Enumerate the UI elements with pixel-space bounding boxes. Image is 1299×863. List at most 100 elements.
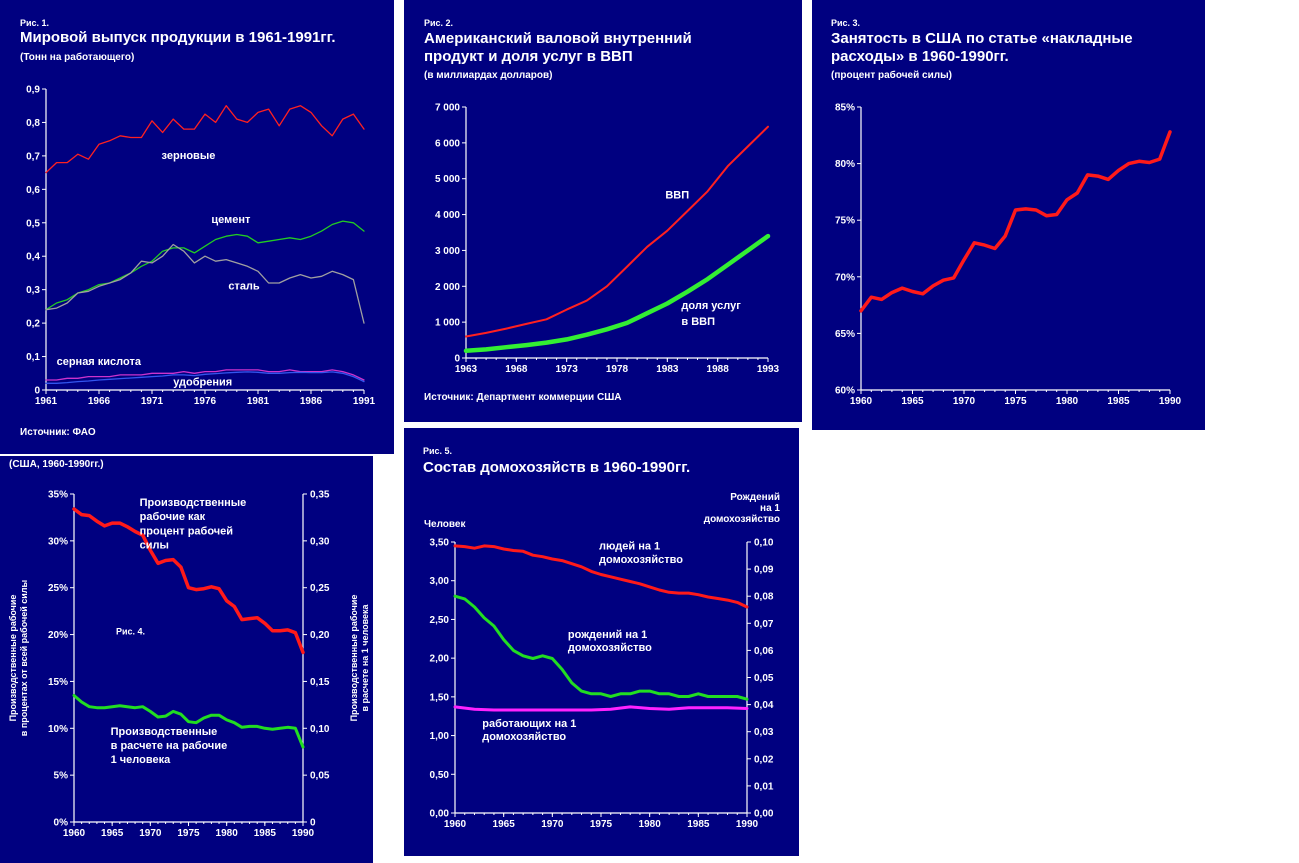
chart-subtitle: (Тонн на работающего) xyxy=(20,52,135,63)
figure-3-overhead-employment: Рис. 3. Занятость в США по статье «накла… xyxy=(812,0,1205,430)
y-tick-label: 0,4 xyxy=(26,252,40,263)
annotation-label: Производственные xyxy=(140,497,247,509)
figure-4-plot: 1960 1965 1970 1975 1980 1985 1990 0% 5% 10% 15% 20… xyxy=(8,490,370,840)
x-tick-label: 1975 xyxy=(590,819,613,830)
x-tick-label: 1985 xyxy=(1107,396,1130,407)
x-tick-label: 1983 xyxy=(656,364,679,375)
annotation-label: 1 человека xyxy=(111,754,171,766)
y2-axis-title: Производственные рабочие xyxy=(349,595,359,722)
y-tick-label: 0,00 xyxy=(430,809,450,820)
annotation-label: сталь xyxy=(228,281,260,293)
y2-tick-label: 0,09 xyxy=(754,565,774,576)
y-tick-label: 0% xyxy=(54,818,69,829)
y2-tick-label: 0,05 xyxy=(310,771,330,782)
x-tick-label: 1990 xyxy=(292,828,315,839)
chart-title: Американский валовой внутренний продукт … xyxy=(424,30,692,65)
x-tick-label: 1985 xyxy=(254,828,277,839)
y-tick-label: 75% xyxy=(835,216,855,227)
y-tick-label: 85% xyxy=(835,103,855,114)
x-tick-label: 1975 xyxy=(177,828,200,839)
y-tick-label: 0,2 xyxy=(26,319,40,330)
x-tick-label: 1978 xyxy=(606,364,629,375)
figure-4-production-workers: (США, 1960-1990гг.) 1960 1965 1970 1975 1980… xyxy=(0,456,373,863)
figure-1-plot: 1961 1966 1971 1976 1981 1986 1991 0 0,1 0,2 0,3 0,… xyxy=(26,85,376,408)
y-tick-label: 60% xyxy=(835,386,855,397)
y-tick-label: 4 000 xyxy=(435,210,460,221)
figure-label: Рис. 1. xyxy=(20,18,50,28)
annotation-label: домохозяйство xyxy=(599,554,683,566)
y-tick-label: 3,00 xyxy=(430,576,450,587)
chart-subtitle: (в миллиардах долларов) xyxy=(424,70,553,81)
series-line-2 xyxy=(463,233,771,354)
y2-tick-label: 0,05 xyxy=(754,673,774,684)
x-tick-label: 1970 xyxy=(953,396,976,407)
y-tick-label: 0 xyxy=(34,386,40,397)
y2-axis-title: на 1 xyxy=(760,503,780,514)
series-line-2 xyxy=(45,220,365,311)
source-note: Источник: ФАО xyxy=(20,427,96,438)
series-line-1 xyxy=(45,105,365,174)
y-tick-label: 0,9 xyxy=(26,85,40,96)
figure-2-us-gdp: Рис. 2. Американский валовой внутренний … xyxy=(404,0,802,422)
annotation-label: удобрения xyxy=(173,377,232,389)
x-tick-label: 1988 xyxy=(707,364,730,375)
y2-tick-label: 0,02 xyxy=(754,754,774,765)
y-tick-label: 0,7 xyxy=(26,151,40,162)
y-tick-label: 10% xyxy=(48,724,68,735)
figure-5-plot: 1960 1965 1970 1975 1980 1985 19900,000,501,00… xyxy=(424,492,780,830)
annotation-label: Производственные xyxy=(111,726,218,738)
x-tick-label: 1980 xyxy=(1056,396,1079,407)
y-tick-label: 5 000 xyxy=(435,174,460,185)
y2-tick-label: 0,08 xyxy=(754,592,774,603)
annotation-label: в ВВП xyxy=(681,316,715,328)
series-line-5 xyxy=(45,371,365,384)
annotation-label: цемент xyxy=(211,214,251,226)
x-tick-label: 1980 xyxy=(216,828,239,839)
y-tick-label: 80% xyxy=(835,159,855,170)
annotation-label: Рис. 4. xyxy=(116,627,145,637)
x-tick-label: 1981 xyxy=(247,396,270,407)
y-tick-label: 2,00 xyxy=(430,654,450,665)
y-axis-title: Производственные рабочие xyxy=(8,595,18,722)
annotation-label: работающих на 1 xyxy=(482,718,576,730)
y-tick-label: 70% xyxy=(835,272,855,283)
x-tick-label: 1960 xyxy=(850,396,873,407)
x-tick-label: 1973 xyxy=(556,364,579,375)
figure-label: Рис. 2. xyxy=(424,18,454,28)
annotation-label: людей на 1 xyxy=(599,541,660,553)
y2-tick-label: 0,30 xyxy=(310,536,330,547)
y-tick-label: 30% xyxy=(48,536,68,547)
chart-subtitle: (США, 1960-1990гг.) xyxy=(9,459,104,470)
y2-tick-label: 0,25 xyxy=(310,583,330,594)
y2-tick-label: 0,06 xyxy=(754,646,774,657)
annotation-label: рождений на 1 xyxy=(568,629,647,641)
x-tick-label: 1961 xyxy=(35,396,58,407)
annotation-label: домохозяйство xyxy=(568,642,652,654)
y-axis-title: в процентах от всей рабочей силы xyxy=(19,579,29,736)
series-line-1 xyxy=(465,125,769,338)
y2-tick-label: 0,10 xyxy=(754,538,774,549)
y-tick-label: 20% xyxy=(48,630,68,641)
x-tick-label: 1990 xyxy=(1159,396,1182,407)
x-tick-label: 1993 xyxy=(757,364,780,375)
series-line-2 xyxy=(72,694,305,749)
annotation-label: доля услуг xyxy=(681,300,741,312)
chart-title: Состав домохозяйств в 1960-1990гг. xyxy=(423,459,691,476)
series-line-4 xyxy=(45,369,365,381)
x-tick-label: 1991 xyxy=(353,396,376,407)
annotation-label: процент рабочей xyxy=(140,525,233,537)
y-tick-label: 1,00 xyxy=(430,731,450,742)
chart-title: Мировой выпуск продукции в 1961-1991гг. xyxy=(20,29,336,46)
chart-subtitle: (процент рабочей силы) xyxy=(831,70,952,81)
y2-tick-label: 0,00 xyxy=(754,809,774,820)
y-tick-label: 2,50 xyxy=(430,615,450,626)
x-tick-label: 1965 xyxy=(493,819,516,830)
y2-axis-title: Рождений xyxy=(730,492,780,503)
x-tick-label: 1986 xyxy=(300,396,323,407)
y2-tick-label: 0,35 xyxy=(310,490,330,501)
annotation-label: серная кислота xyxy=(57,356,142,368)
series-line-3 xyxy=(453,705,749,712)
y-tick-label: 5% xyxy=(54,771,69,782)
x-tick-label: 1968 xyxy=(505,364,528,375)
y2-tick-label: 0,20 xyxy=(310,630,330,641)
